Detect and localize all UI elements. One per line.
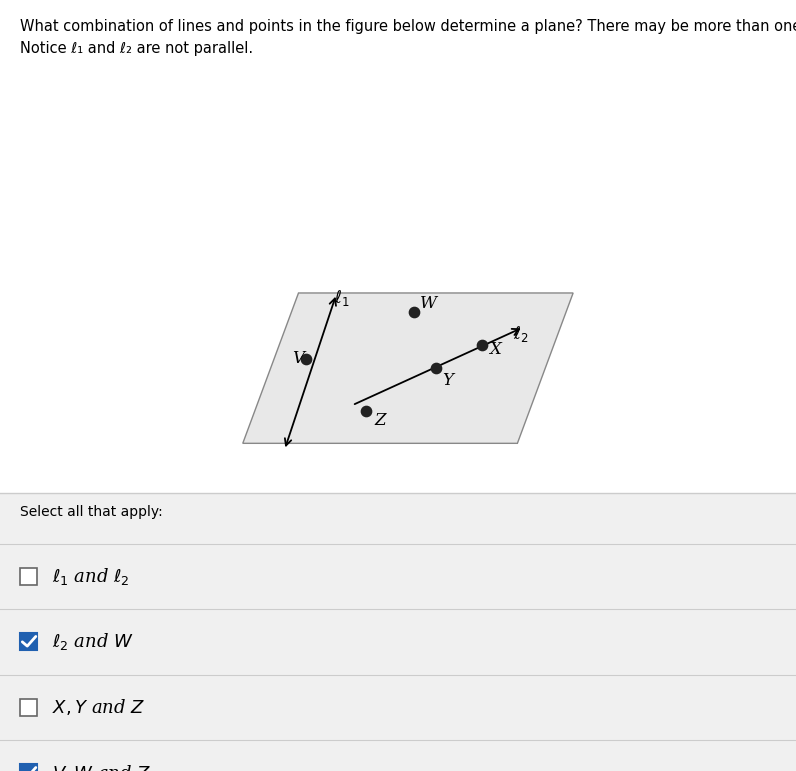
Text: Y: Y [443,372,454,389]
Text: Notice ℓ₁ and ℓ₂ are not parallel.: Notice ℓ₁ and ℓ₂ are not parallel. [20,41,253,56]
Text: W: W [420,295,438,311]
Text: What combination of lines and points in the figure below determine a plane? Ther: What combination of lines and points in … [20,19,796,34]
Bar [20,634,37,651]
Text: $\ell_2$: $\ell_2$ [513,324,529,344]
Point [408,306,420,318]
Text: $X, Y$ and $Z$: $X, Y$ and $Z$ [52,698,145,717]
Text: $\ell_1$: $\ell_1$ [334,288,349,308]
Text: Z: Z [374,412,385,429]
Text: Select all that apply:: Select all that apply: [20,505,162,519]
Text: $V, W$ and $Z$: $V, W$ and $Z$ [52,763,151,771]
Point [475,339,488,352]
Text: X: X [490,341,501,358]
Text: $\ell_1$ and $\ell_2$: $\ell_1$ and $\ell_2$ [52,566,130,587]
Polygon shape [243,293,573,443]
Bar [20,699,37,715]
Point [430,362,443,374]
Text: $\ell_2$ and $W$: $\ell_2$ and $W$ [52,631,134,652]
Bar [20,765,37,771]
Point [360,405,373,417]
Point [300,352,313,365]
Text: V: V [292,350,304,367]
Bar [20,567,37,585]
Bar [0,0,796,493]
